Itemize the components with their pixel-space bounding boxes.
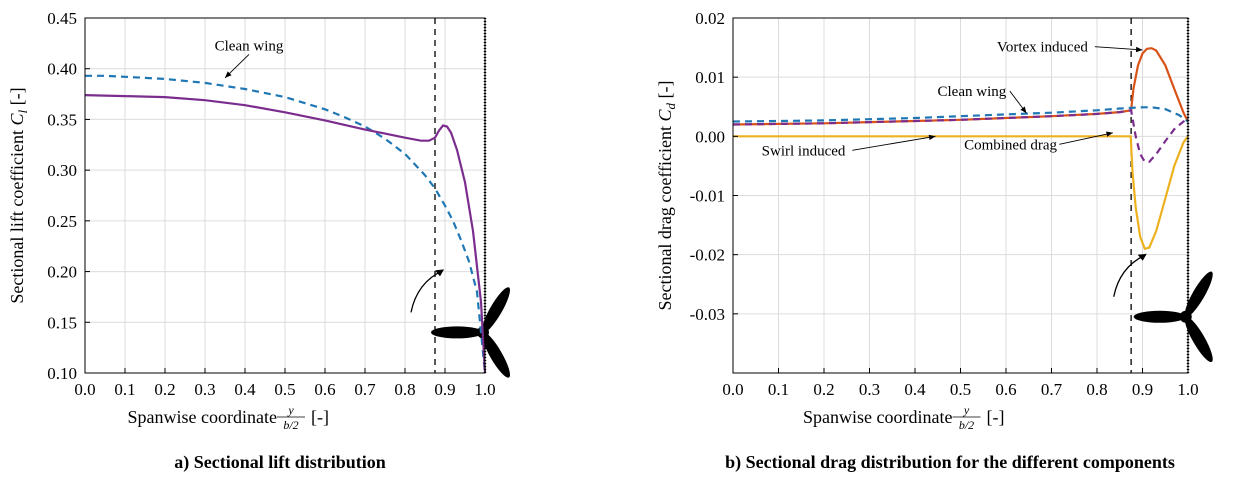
propeller-blade xyxy=(481,287,510,333)
x-tick-label: 0.3 xyxy=(194,380,215,399)
propeller-icon xyxy=(410,269,510,378)
x-tick-label: 0.2 xyxy=(813,380,834,399)
x-axis-label-unit: [-] xyxy=(311,407,329,427)
rotation-arrow xyxy=(410,269,444,313)
y-tick-label: 0.35 xyxy=(47,110,77,129)
y-tick-label: 0.25 xyxy=(47,212,77,231)
x-tick-label: 0.8 xyxy=(1086,380,1107,399)
x-axis-label-denominator: b/2 xyxy=(959,418,974,432)
chart-drag: Vortex induced Clean wing Combined drag Swi… xyxy=(655,9,1213,473)
y-tick-label: 0.15 xyxy=(47,313,77,332)
x-tick-label: 0.1 xyxy=(768,380,789,399)
chart-caption: a) Sectional lift distribution xyxy=(174,452,386,473)
x-axis-label: Spanwise coordinate yb/2 [-] xyxy=(803,403,1004,432)
x-tick-label: 0.5 xyxy=(274,380,295,399)
propeller-blade xyxy=(431,326,483,339)
propeller-blade xyxy=(1133,310,1186,323)
annotation-label: Clean wing xyxy=(938,84,1007,100)
chart-caption: b) Sectional drag distribution for the d… xyxy=(725,452,1175,473)
propeller-icon xyxy=(1113,253,1213,363)
annotation-arrow xyxy=(852,135,936,151)
annotation-label: Swirl induced xyxy=(762,143,846,159)
x-axis-label-denominator: b/2 xyxy=(283,418,298,432)
x-tick-label: 0.6 xyxy=(995,380,1016,399)
annotation-arrow-head xyxy=(1106,131,1113,137)
y-tick-label: -0.02 xyxy=(690,246,725,265)
rotation-arrow-head xyxy=(435,269,444,277)
series-line-clean-wing xyxy=(732,106,1189,123)
y-tick-label: 0.40 xyxy=(47,60,77,79)
x-tick-label: 1.0 xyxy=(1177,380,1198,399)
y-axis-label: Sectional drag coefficient Cd [-] xyxy=(655,80,678,310)
x-tick-label: 0.4 xyxy=(234,380,256,399)
series-line-combined-drag xyxy=(732,109,1189,163)
x-tick-label: 0.3 xyxy=(859,380,880,399)
x-tick-label: 0.0 xyxy=(722,380,743,399)
annotation-arrow xyxy=(1059,132,1114,145)
y-tick-label: -0.01 xyxy=(690,187,725,206)
series-line-clean-wing xyxy=(85,74,487,374)
y-tick-label: 0.01 xyxy=(695,68,725,87)
annotation-arrow-head xyxy=(225,71,232,78)
annotation-label: Combined drag xyxy=(964,137,1057,153)
rotation-arrow xyxy=(1113,254,1146,297)
y-tick-label: -0.03 xyxy=(690,305,725,324)
x-tick-label: 0.9 xyxy=(1132,380,1153,399)
series-line-propeller-wing xyxy=(84,94,487,374)
y-tick-label: 0.00 xyxy=(695,127,725,146)
x-axis-label-unit: [-] xyxy=(987,407,1005,427)
x-tick-label: 0.7 xyxy=(354,380,376,399)
x-tick-label: 0.6 xyxy=(314,380,335,399)
x-tick-label: 0.4 xyxy=(904,380,926,399)
x-axis-label-numerator: y xyxy=(963,403,970,417)
x-tick-label: 0.0 xyxy=(74,380,95,399)
x-tick-label: 0.2 xyxy=(154,380,175,399)
annotation-label: Vortex induced xyxy=(997,40,1088,56)
x-axis-label-numerator: y xyxy=(287,403,294,417)
x-tick-label: 0.9 xyxy=(434,380,455,399)
annotation-arrow xyxy=(1094,46,1143,51)
chart-lift: Clean wing 0.0 0.1 0.2 0.3 0.4 0.5 0.6 0.7 0.8 0.9… xyxy=(7,9,510,473)
annotation-arrow-head xyxy=(1020,106,1027,114)
y-tick-label: 0.02 xyxy=(695,9,725,28)
x-axis-label-text: Spanwise coordinate xyxy=(128,407,277,427)
y-tick-label: 0.10 xyxy=(47,364,77,383)
rotation-arrow-head xyxy=(1137,253,1147,261)
propeller-blade xyxy=(1184,271,1213,317)
y-tick-label: 0.45 xyxy=(47,9,77,28)
series-line-swirl-induced xyxy=(733,135,1189,251)
x-tick-label: 1.0 xyxy=(474,380,495,399)
x-axis-label-text: Spanwise coordinate xyxy=(803,407,952,427)
x-axis-label: Spanwise coordinate yb/2 [-] xyxy=(128,403,329,432)
y-tick-label: 0.20 xyxy=(47,263,77,282)
annotation-arrow-head xyxy=(928,134,936,141)
annotation-arrow-head xyxy=(1135,46,1143,53)
y-tick-label: 0.30 xyxy=(47,161,77,180)
annotation-label: Clean wing xyxy=(215,38,284,54)
x-tick-label: 0.8 xyxy=(394,380,415,399)
x-tick-label: 0.7 xyxy=(1041,380,1063,399)
y-axis-label: Sectional lift coefficient Cl [-] xyxy=(7,87,30,303)
x-tick-label: 0.5 xyxy=(950,380,971,399)
propeller-blade xyxy=(1184,316,1213,363)
propeller-blade xyxy=(482,332,510,378)
propeller-hub xyxy=(1179,310,1192,323)
x-tick-label: 0.1 xyxy=(114,380,135,399)
